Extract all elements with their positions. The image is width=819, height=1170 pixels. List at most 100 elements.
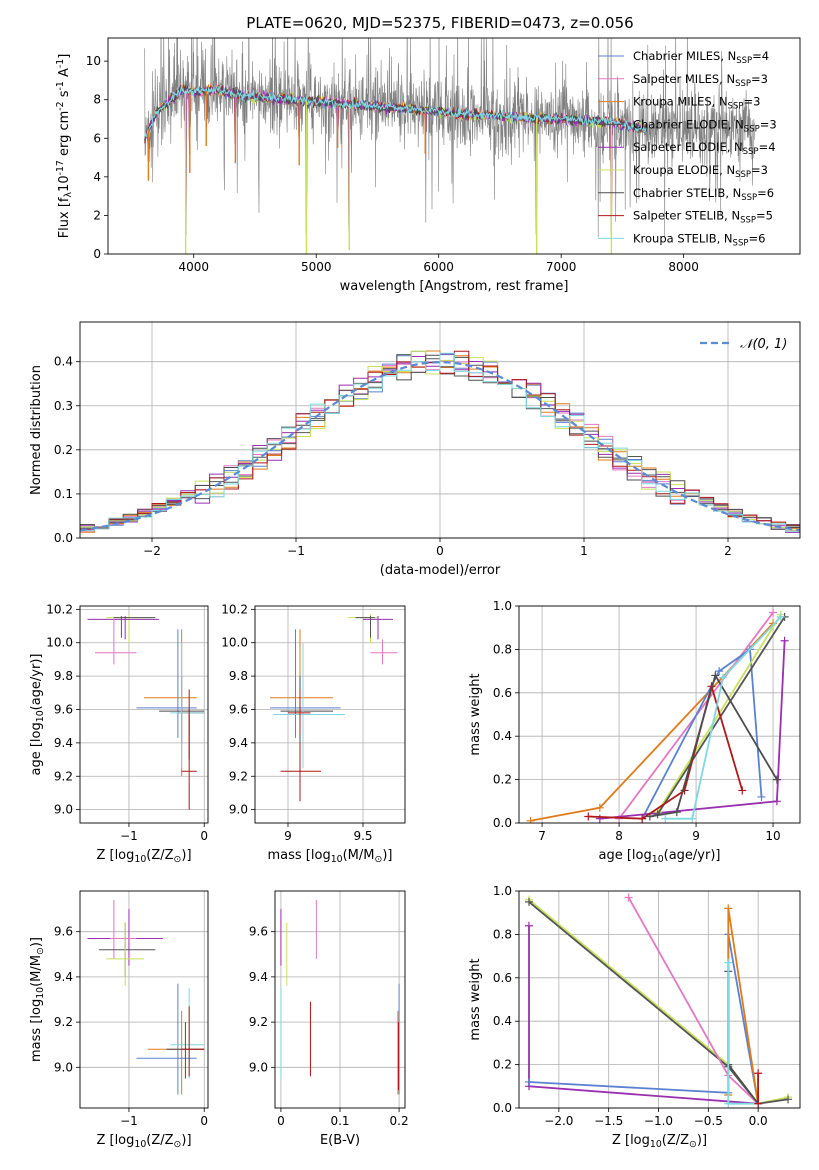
x-tick-label: 0 <box>277 1114 285 1128</box>
plot-area <box>280 900 400 1095</box>
x-axis-label: wavelength [Angstrom, rest frame] <box>340 279 569 294</box>
axes-frame <box>107 37 801 255</box>
y-tick-label: 0 <box>93 247 101 261</box>
y-tick-label: 9.8 <box>54 669 73 683</box>
y-tick-label: 0.3 <box>54 399 73 413</box>
x-tick-label: 0.0 <box>749 1114 768 1128</box>
series-line-salpeter-elodie <box>528 925 759 1105</box>
series-marker <box>595 814 604 823</box>
plot-area <box>87 614 205 810</box>
x-tick-label: −2 <box>143 544 161 558</box>
series-marker <box>672 808 681 817</box>
x-tick-label: 0.2 <box>390 1114 409 1128</box>
y-tick-label: 0.2 <box>493 773 512 787</box>
plot-area <box>87 900 205 1095</box>
x-tick-label: 5000 <box>301 260 332 274</box>
series-line-chabrier-miles <box>641 647 763 820</box>
x-tick-label: −1.0 <box>644 1114 673 1128</box>
x-tick-label: 0 <box>436 544 444 558</box>
errorbar-point <box>181 1006 205 1077</box>
y-tick-label: 0.4 <box>493 729 512 743</box>
series-line-chabrier-miles <box>528 934 759 1104</box>
plot-area <box>144 38 755 254</box>
axes-residuals: −2 −1 0 1 2 0.0 0.1 0.2 0.3 0.4 (data-model)/error… <box>29 321 801 578</box>
series-marker <box>754 1069 763 1078</box>
x-axis-label: Z [log10(Z/Z⊙)] <box>612 1133 707 1150</box>
y-tick-label: 9.2 <box>54 769 73 783</box>
y-tick-label: 9.4 <box>54 736 73 750</box>
series-marker <box>780 636 789 645</box>
y-tick-label: 0.4 <box>493 1014 512 1028</box>
y-tick-label: 0.2 <box>493 1058 512 1072</box>
legend-entry: Kroupa STELIB, NSSP=6 <box>633 231 765 248</box>
axes-age-vs-mass: 9 9.5 9.0 9.2 9.4 9.6 9.8 10.0 10.2 mass [log10(M… <box>221 602 406 865</box>
axes-massweight-vs-age: 7 8 9 10 0.0 0.2 0.4 0.6 0.8 1.0 age [log10(age/yr… <box>468 599 801 865</box>
errorbar-point <box>370 639 398 665</box>
legend-entry: 𝒩(0, 1) <box>740 337 787 352</box>
legend-entry: Kroupa MILES, NSSP=3 <box>633 95 760 112</box>
series-marker <box>715 667 724 676</box>
series-marker <box>524 1077 533 1086</box>
errorbar-point <box>273 642 345 768</box>
y-axis-label: age [log10(age/yr)] <box>29 654 46 776</box>
axes-mass-vs-Z: −1 0 9.0 9.2 9.4 9.6 Z [log10(Z/Z⊙)] mass [log1… <box>29 890 209 1150</box>
y-tick-label: 0.8 <box>493 927 512 941</box>
x-tick-label: 9 <box>692 829 700 843</box>
x-tick-label: −1 <box>120 829 138 843</box>
y-tick-label: 9.0 <box>54 1060 73 1074</box>
series-marker <box>757 792 766 801</box>
errorbar-point <box>147 1010 205 1095</box>
x-axis-label: E(B-V) <box>320 1133 360 1148</box>
errorbar-point <box>170 642 205 768</box>
y-tick-label: 9.6 <box>229 702 248 716</box>
legend: Chabrier MILES, NSSP=4 Salpeter MILES, NS… <box>598 49 777 248</box>
x-axis-label: Z [log10(Z/Z⊙)] <box>96 848 191 865</box>
x-tick-label: 1 <box>580 544 588 558</box>
y-tick-label: 9.4 <box>249 970 268 984</box>
series-marker <box>524 897 533 906</box>
series-marker <box>595 803 604 812</box>
y-tick-label: 9.0 <box>54 803 73 817</box>
histogram-kroupa-stelib <box>80 352 800 532</box>
y-tick-label: 0.0 <box>493 1101 512 1115</box>
y-axis-label: mass weight <box>468 673 483 755</box>
y-tick-label: 10 <box>86 54 101 68</box>
y-tick-label: 6 <box>93 131 101 145</box>
x-tick-label: 7 <box>538 829 546 843</box>
data-spectrum-line <box>144 38 755 239</box>
y-tick-label: 4 <box>93 170 101 184</box>
y-tick-label: 10.0 <box>221 636 248 650</box>
y-tick-label: 10.2 <box>221 602 248 616</box>
x-tick-label: 8 <box>615 829 623 843</box>
x-tick-label: −1.5 <box>594 1114 623 1128</box>
axes-frame <box>518 605 801 824</box>
errorbar-point <box>106 614 152 643</box>
axes-frame <box>79 605 209 824</box>
x-tick-label: −1 <box>287 544 305 558</box>
y-tick-label: 9.2 <box>229 769 248 783</box>
errorbar-point <box>87 616 160 640</box>
y-tick-label: 9.4 <box>229 736 248 750</box>
legend-entry: Chabrier MILES, NSSP=4 <box>633 49 769 66</box>
gridlines <box>80 606 208 823</box>
x-tick-label: 6000 <box>423 260 454 274</box>
y-axis-label: Normed distribution <box>29 365 44 495</box>
y-tick-label: 0.2 <box>54 443 73 457</box>
axes-frame <box>254 605 406 824</box>
y-axis-label: Flux [fλ10-17 erg cm-2 s-1 A-1] <box>55 54 74 239</box>
x-tick-label: 4000 <box>178 260 209 274</box>
y-tick-label: 10.2 <box>46 602 73 616</box>
x-tick-label: 9 <box>284 829 292 843</box>
x-axis-label: age [log10(age/yr)] <box>599 848 721 865</box>
errorbar-point <box>170 988 205 1079</box>
histogram-chabrier-stelib <box>80 354 800 530</box>
series-line-chabrier-elodie <box>656 616 786 815</box>
y-axis-label: mass [log10(M/M⊙)] <box>29 937 46 1062</box>
series-marker <box>772 775 781 784</box>
errorbar-point <box>95 617 137 665</box>
series-line-kroupa-stelib <box>665 616 782 820</box>
series-line-chabrier-stelib <box>649 673 778 818</box>
y-tick-label: 9.6 <box>54 925 73 939</box>
axes-age-vs-Z: −1 0 9.0 9.2 9.4 9.6 9.8 10.0 10.2 Z [log10(Z/Z⊙)… <box>29 602 209 865</box>
